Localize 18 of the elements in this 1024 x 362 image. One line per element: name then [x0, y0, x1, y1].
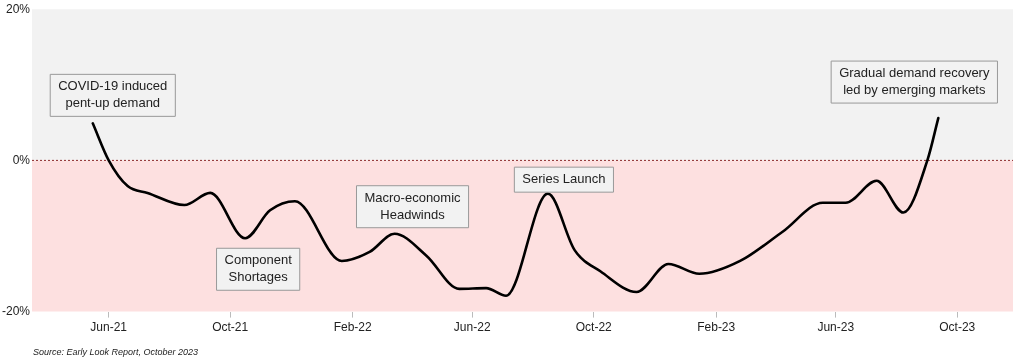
- x-tick-label: Feb-23: [697, 320, 736, 335]
- x-tick-label: Oct-21: [212, 320, 249, 335]
- source-note: Source: Early Look Report, October 2023: [33, 346, 199, 357]
- x-tick-label: Jun-21: [90, 320, 128, 335]
- y-tick-label: -20%: [2, 303, 31, 318]
- x-tick-label: Jun-22: [453, 320, 491, 335]
- y-tick-label: 0%: [12, 152, 31, 167]
- y-tick-label: 20%: [5, 1, 31, 16]
- x-tick-label: Feb-22: [333, 320, 373, 335]
- annotation: Macro-economic Headwinds: [364, 189, 462, 222]
- line-series: [91, 116, 940, 298]
- x-tick-label: Jun-23: [817, 320, 855, 335]
- annotation: Component Shortages: [224, 252, 293, 285]
- annotation: Gradual demand recovery led by emerging markets: [839, 65, 990, 98]
- annotation: COVID-19 induced pent-up demand: [58, 78, 168, 111]
- annotation: Series Launch: [522, 171, 606, 187]
- x-tick-label: Oct-23: [939, 320, 976, 335]
- x-tick-label: Oct-22: [575, 320, 613, 335]
